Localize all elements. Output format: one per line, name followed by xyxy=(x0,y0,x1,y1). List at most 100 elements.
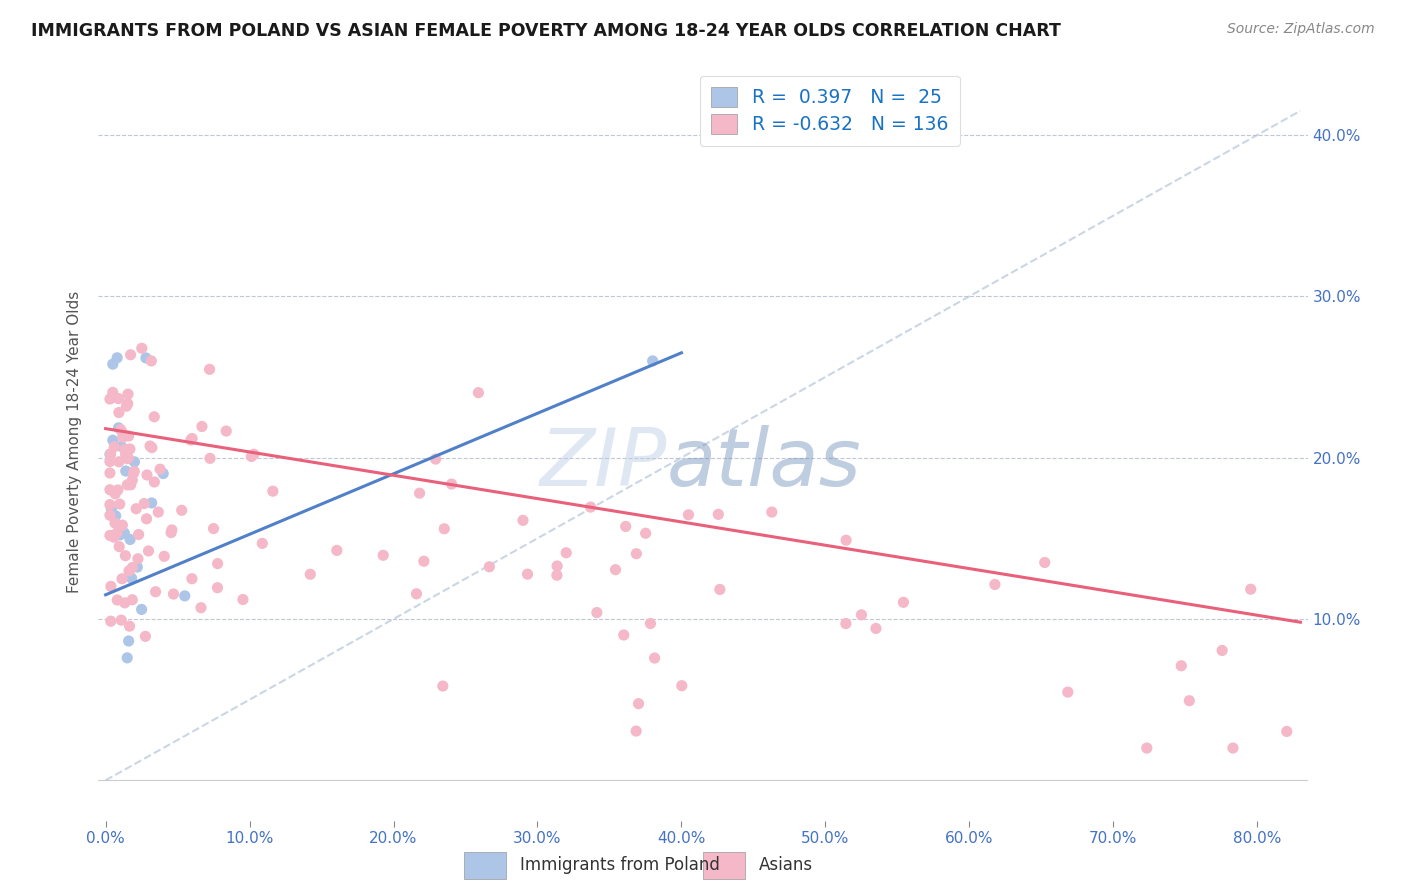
Point xyxy=(135,351,157,365)
Point xyxy=(160,523,183,537)
Point xyxy=(170,503,193,517)
Point xyxy=(198,451,221,466)
Point xyxy=(202,522,225,536)
Point xyxy=(1170,658,1192,673)
Point xyxy=(117,450,139,465)
Point xyxy=(121,560,143,574)
Point xyxy=(110,613,132,627)
Point xyxy=(117,429,139,443)
Point xyxy=(136,467,159,482)
Point xyxy=(98,483,121,497)
Point xyxy=(100,614,122,628)
Point xyxy=(198,362,221,376)
Point xyxy=(191,419,214,434)
Point xyxy=(215,424,238,438)
Point xyxy=(634,526,657,541)
Point xyxy=(103,440,125,454)
Point xyxy=(546,559,568,574)
Point xyxy=(232,592,254,607)
Point xyxy=(641,354,664,368)
Point xyxy=(432,679,454,693)
Point xyxy=(145,584,167,599)
Point xyxy=(412,554,434,568)
Point xyxy=(626,547,648,561)
Point xyxy=(122,467,145,481)
Point xyxy=(118,564,141,578)
Point xyxy=(835,533,858,548)
Point xyxy=(835,616,858,631)
Point xyxy=(139,439,162,453)
Point xyxy=(117,397,139,411)
Point xyxy=(124,455,146,469)
Point xyxy=(138,544,160,558)
Text: ZIP: ZIP xyxy=(540,425,666,503)
Point xyxy=(433,522,456,536)
Point xyxy=(440,477,463,491)
Point xyxy=(252,536,274,550)
Point xyxy=(98,498,121,512)
Point xyxy=(108,528,131,542)
Point xyxy=(671,679,693,693)
Point xyxy=(114,448,136,462)
Point xyxy=(104,516,127,530)
Point xyxy=(555,546,578,560)
Point xyxy=(707,508,730,522)
Point xyxy=(110,423,132,437)
Point xyxy=(120,478,142,492)
Text: IMMIGRANTS FROM POLAND VS ASIAN FEMALE POVERTY AMONG 18-24 YEAR OLDS CORRELATION: IMMIGRANTS FROM POLAND VS ASIAN FEMALE P… xyxy=(31,22,1060,40)
Point xyxy=(98,454,121,468)
Point xyxy=(107,483,129,497)
Legend: R =  0.397   N =  25, R = -0.632   N = 136: R = 0.397 N = 25, R = -0.632 N = 136 xyxy=(700,76,960,145)
Point xyxy=(120,348,142,362)
Point xyxy=(624,724,647,739)
Point xyxy=(586,606,609,620)
Point xyxy=(121,592,143,607)
Point xyxy=(162,587,184,601)
Point xyxy=(114,549,136,563)
Point xyxy=(98,392,121,406)
Point xyxy=(678,508,700,522)
Point xyxy=(141,354,163,368)
Point xyxy=(627,697,650,711)
Point xyxy=(153,549,176,564)
Point xyxy=(100,502,122,516)
Point xyxy=(148,505,170,519)
Point xyxy=(115,399,138,413)
FancyBboxPatch shape xyxy=(703,852,745,879)
Point xyxy=(117,451,139,466)
Point xyxy=(1211,643,1233,657)
Point xyxy=(152,467,174,481)
Y-axis label: Female Poverty Among 18-24 Year Olds: Female Poverty Among 18-24 Year Olds xyxy=(67,291,83,592)
Point xyxy=(127,551,149,566)
Point xyxy=(1275,724,1298,739)
Point xyxy=(98,508,121,523)
Point xyxy=(405,587,427,601)
Point xyxy=(640,616,662,631)
Point xyxy=(262,484,284,499)
FancyBboxPatch shape xyxy=(464,852,506,879)
Point xyxy=(107,392,129,406)
Point xyxy=(111,430,134,444)
Point xyxy=(207,557,229,571)
Point xyxy=(181,432,204,446)
Text: Asians: Asians xyxy=(759,856,813,874)
Point xyxy=(111,425,134,440)
Point xyxy=(128,527,150,541)
Point xyxy=(1033,556,1056,570)
Point xyxy=(108,497,131,511)
Point xyxy=(579,500,602,514)
Point xyxy=(100,447,122,461)
Point xyxy=(1056,685,1078,699)
Point xyxy=(851,607,873,622)
Point xyxy=(100,579,122,593)
Point xyxy=(131,341,153,355)
Point xyxy=(141,496,163,510)
Text: atlas: atlas xyxy=(666,425,862,503)
Point xyxy=(127,560,149,574)
Point xyxy=(984,577,1007,591)
Point xyxy=(709,582,731,597)
Point xyxy=(134,629,156,643)
Point xyxy=(865,622,887,636)
Point xyxy=(614,519,637,533)
Point xyxy=(299,567,322,582)
